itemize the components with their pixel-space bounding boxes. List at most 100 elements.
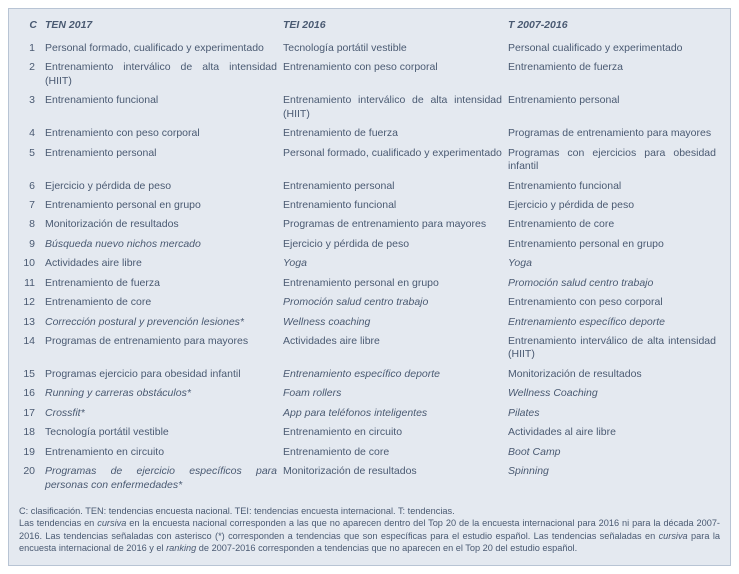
table-row: 20Programas de ejercicio específicos par… (19, 462, 720, 495)
table-row: 19Entrenamiento en circuitoEntrenamiento… (19, 443, 720, 462)
rank-cell: 14 (19, 332, 43, 365)
table-row: 17Crossfit*App para teléfonos inteligent… (19, 404, 720, 423)
header-tei2016: TEI 2016 (281, 15, 506, 39)
rank-cell: 13 (19, 313, 43, 332)
ten-cell: Monitorización de resultados (43, 215, 281, 234)
ten-cell: Entrenamiento de fuerza (43, 274, 281, 293)
header-ten2017: TEN 2017 (43, 15, 281, 39)
ten-cell: Entrenamiento personal en grupo (43, 196, 281, 215)
rank-cell: 1 (19, 39, 43, 58)
tei-cell: Entrenamiento con peso corporal (281, 58, 506, 91)
ten-cell: Entrenamiento en circuito (43, 443, 281, 462)
t-cell: Boot Camp (506, 443, 720, 462)
t-cell: Actividades al aire libre (506, 423, 720, 442)
tei-cell: Personal formado, cualificado y experime… (281, 144, 506, 177)
table-row: 14Programas de entrenamiento para mayore… (19, 332, 720, 365)
t-cell: Programas con ejercicios para obesidad i… (506, 144, 720, 177)
rank-cell: 3 (19, 91, 43, 124)
table-row: 15Programas ejercicio para obesidad infa… (19, 365, 720, 384)
rank-cell: 4 (19, 124, 43, 143)
t-cell: Entrenamiento con peso corporal (506, 293, 720, 312)
t-cell: Wellness Coaching (506, 384, 720, 403)
ten-cell: Ejercicio y pérdida de peso (43, 177, 281, 196)
ten-cell: Actividades aire libre (43, 254, 281, 273)
ten-cell: Crossfit* (43, 404, 281, 423)
t-cell: Programas de entrenamiento para mayores (506, 124, 720, 143)
table-row: 12Entrenamiento de corePromoción salud c… (19, 293, 720, 312)
tei-cell: Entrenamiento interválico de alta intens… (281, 91, 506, 124)
t-cell: Entrenamiento personal (506, 91, 720, 124)
rank-cell: 12 (19, 293, 43, 312)
tei-cell: Entrenamiento personal (281, 177, 506, 196)
t-cell: Entrenamiento específico deporte (506, 313, 720, 332)
table-row: 7Entrenamiento personal en grupoEntrenam… (19, 196, 720, 215)
table-row: 5Entrenamiento personalPersonal formado,… (19, 144, 720, 177)
tei-cell: Entrenamiento de core (281, 443, 506, 462)
table-row: 1Personal formado, cualificado y experim… (19, 39, 720, 58)
footnote-line1: C: clasificación. TEN: tendencias encues… (19, 505, 720, 517)
table-row: 18Tecnología portátil vestibleEntrenamie… (19, 423, 720, 442)
t-cell: Entrenamiento interválico de alta intens… (506, 332, 720, 365)
rank-cell: 11 (19, 274, 43, 293)
ten-cell: Corrección postural y prevención lesione… (43, 313, 281, 332)
rank-cell: 15 (19, 365, 43, 384)
t-cell: Entrenamiento personal en grupo (506, 235, 720, 254)
t-cell: Entrenamiento funcional (506, 177, 720, 196)
ten-cell: Entrenamiento con peso corporal (43, 124, 281, 143)
t-cell: Promoción salud centro trabajo (506, 274, 720, 293)
header-t2007-2016: T 2007-2016 (506, 15, 720, 39)
t-cell: Personal cualificado y experimentado (506, 39, 720, 58)
rank-cell: 2 (19, 58, 43, 91)
ten-cell: Programas de entrenamiento para mayores (43, 332, 281, 365)
rank-cell: 5 (19, 144, 43, 177)
tei-cell: Entrenamiento de fuerza (281, 124, 506, 143)
tei-cell: App para teléfonos inteligentes (281, 404, 506, 423)
tei-cell: Actividades aire libre (281, 332, 506, 365)
table-row: 6Ejercicio y pérdida de pesoEntrenamient… (19, 177, 720, 196)
tei-cell: Ejercicio y pérdida de peso (281, 235, 506, 254)
rank-cell: 18 (19, 423, 43, 442)
table-row: 8Monitorización de resultadosProgramas d… (19, 215, 720, 234)
rank-cell: 17 (19, 404, 43, 423)
tei-cell: Entrenamiento en circuito (281, 423, 506, 442)
table-row: 9Búsqueda nuevo nichos mercadoEjercicio … (19, 235, 720, 254)
rank-cell: 19 (19, 443, 43, 462)
t-cell: Ejercicio y pérdida de peso (506, 196, 720, 215)
tei-cell: Yoga (281, 254, 506, 273)
tei-cell: Programas de entrenamiento para mayores (281, 215, 506, 234)
ten-cell: Entrenamiento funcional (43, 91, 281, 124)
t-cell: Monitorización de resultados (506, 365, 720, 384)
ten-cell: Búsqueda nuevo nichos mercado (43, 235, 281, 254)
rank-cell: 6 (19, 177, 43, 196)
tei-cell: Entrenamiento personal en grupo (281, 274, 506, 293)
rank-cell: 10 (19, 254, 43, 273)
tei-cell: Monitorización de resultados (281, 462, 506, 495)
tei-cell: Foam rollers (281, 384, 506, 403)
t-cell: Yoga (506, 254, 720, 273)
comparison-table-container: C TEN 2017 TEI 2016 T 2007-2016 1 Persona… (8, 8, 731, 566)
table-row: 3Entrenamiento funcionalEntrenamiento in… (19, 91, 720, 124)
header-row: C TEN 2017 TEI 2016 T 2007-2016 (19, 15, 720, 39)
table-row: 2Entrenamiento interválico de alta inten… (19, 58, 720, 91)
rank-cell: 16 (19, 384, 43, 403)
ten-cell: Entrenamiento interválico de alta intens… (43, 58, 281, 91)
ten-cell: Running y carreras obstáculos* (43, 384, 281, 403)
t-cell: Pilates (506, 404, 720, 423)
ten-cell: Tecnología portátil vestible (43, 423, 281, 442)
table-row: 4Entrenamiento con peso corporalEntrenam… (19, 124, 720, 143)
trends-table: C TEN 2017 TEI 2016 T 2007-2016 1 Persona… (19, 15, 720, 495)
tei-cell: Entrenamiento específico deporte (281, 365, 506, 384)
tei-cell: Wellness coaching (281, 313, 506, 332)
rank-cell: 8 (19, 215, 43, 234)
rank-cell: 9 (19, 235, 43, 254)
tei-cell: Entrenamiento funcional (281, 196, 506, 215)
table-row: 13Corrección postural y prevención lesio… (19, 313, 720, 332)
tei-cell: Tecnología portátil vestible (281, 39, 506, 58)
ten-cell: Programas ejercicio para obesidad infant… (43, 365, 281, 384)
tei-cell: Promoción salud centro trabajo (281, 293, 506, 312)
ten-cell: Programas de ejercicio específicos para … (43, 462, 281, 495)
rank-cell: 7 (19, 196, 43, 215)
table-body: 1 Personal formado, cualificado y experim… (19, 39, 720, 495)
table-row: 16Running y carreras obstáculos*Foam rol… (19, 384, 720, 403)
rank-cell: 20 (19, 462, 43, 495)
